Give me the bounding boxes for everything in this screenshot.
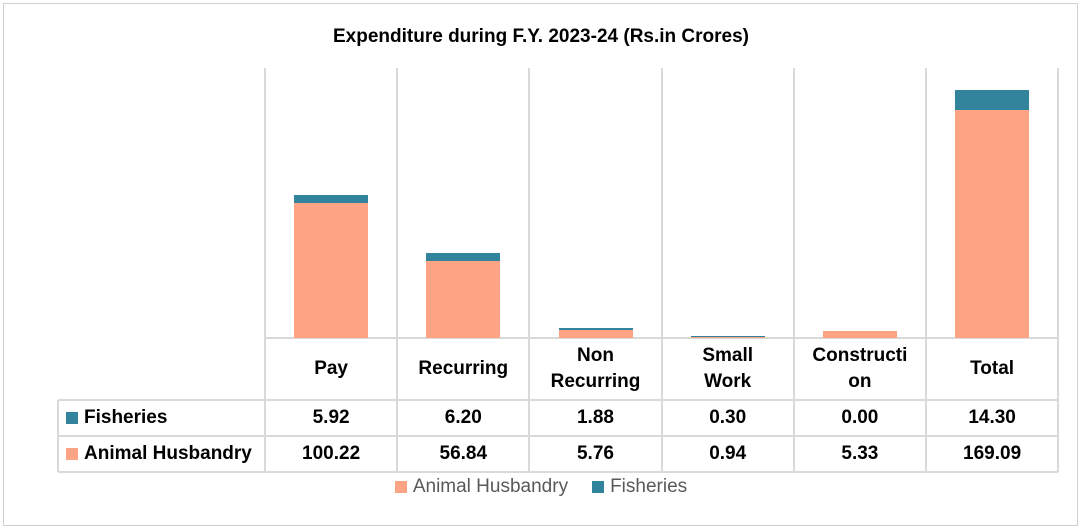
axis-line <box>265 337 1059 339</box>
bar-animal-husbandry <box>426 261 501 338</box>
chart-title: Expenditure during F.Y. 2023-24 (Rs.in C… <box>333 26 749 47</box>
gridline <box>528 68 531 472</box>
legend-swatch <box>592 481 605 493</box>
bar-fisheries <box>955 90 1030 110</box>
chart-frame <box>3 3 1078 526</box>
category-label: Small Work <box>662 338 794 400</box>
gridline <box>396 68 399 472</box>
bar-animal-husbandry <box>558 330 633 338</box>
legend-swatch <box>394 481 407 493</box>
data-label: 5.33 <box>841 443 879 464</box>
table-line <box>58 399 1059 401</box>
data-label: 100.22 <box>302 443 361 464</box>
data-label: 0.94 <box>709 443 747 464</box>
gridline <box>264 68 266 472</box>
row-label-text: Fisheries <box>84 407 168 428</box>
data-label: 14.30 <box>968 407 1016 428</box>
gridline <box>1057 68 1060 472</box>
row-label-text: Animal Husbandry <box>84 443 252 464</box>
table-row-label: Fisheries <box>66 400 167 436</box>
category-label: Total <box>926 338 1058 400</box>
gridline <box>660 68 663 472</box>
bar-animal-husbandry <box>822 330 897 338</box>
data-label: 0.00 <box>841 407 879 428</box>
category-text: Pay <box>314 358 348 379</box>
legend: Animal Husbandry Fisheries <box>0 476 1082 498</box>
legend-item: Animal Husbandry <box>394 476 569 498</box>
category-label: Non Recurring <box>529 338 661 400</box>
category-text: Total <box>970 358 1015 379</box>
legend-label: Animal Husbandry <box>412 476 569 497</box>
data-label: 0.30 <box>709 407 747 428</box>
data-label: 5.92 <box>312 407 350 428</box>
legend-key <box>66 412 78 424</box>
bar-fisheries <box>426 252 501 262</box>
bar-animal-husbandry <box>294 202 369 338</box>
gridline <box>925 68 927 472</box>
data-label: 169.09 <box>963 443 1022 464</box>
legend-item: Fisheries <box>592 476 687 498</box>
category-text: Construction <box>812 345 908 392</box>
bar-animal-husbandry <box>690 336 765 338</box>
data-label: 6.20 <box>444 407 482 428</box>
category-text: Small Work <box>702 345 754 392</box>
bar-fisheries <box>558 327 633 331</box>
category-text: Non Recurring <box>550 345 641 392</box>
bar-fisheries <box>294 194 369 203</box>
category-label: Pay <box>265 338 397 400</box>
category-text: Recurring <box>418 358 509 379</box>
table-row-label: Animal Husbandry <box>66 436 252 472</box>
data-label: 56.84 <box>439 443 488 464</box>
category-label: Construction <box>794 338 926 400</box>
bar-animal-husbandry <box>955 109 1030 338</box>
legend-label: Fisheries <box>610 476 688 497</box>
data-label: 5.76 <box>576 443 614 464</box>
gridline <box>792 68 795 472</box>
table-line <box>58 471 1059 473</box>
legend-key <box>66 448 78 460</box>
data-label: 1.88 <box>576 407 614 428</box>
table-line <box>58 435 1059 437</box>
category-label: Recurring <box>397 338 529 400</box>
